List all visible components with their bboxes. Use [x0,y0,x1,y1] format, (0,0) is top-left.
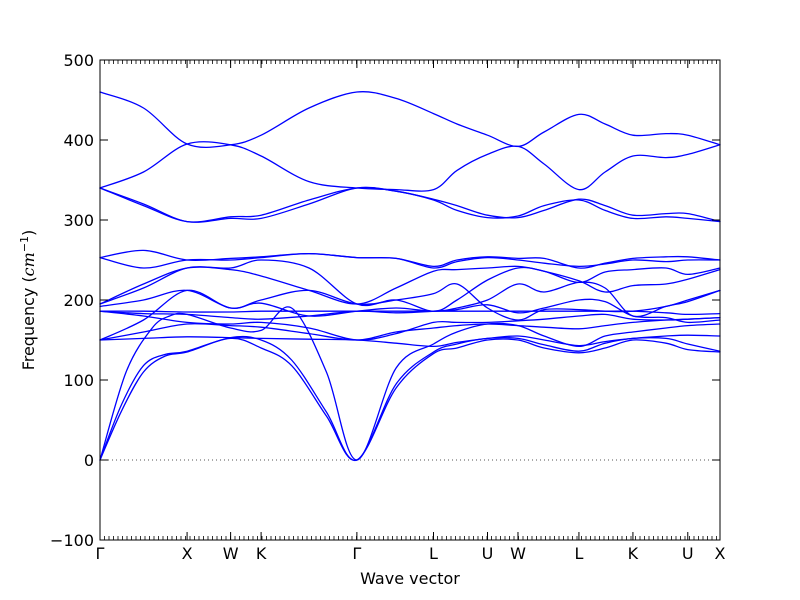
x-tick-label: W [223,544,239,563]
y-axis-label-unit: cm [19,252,38,276]
x-tick-label: K [628,544,639,563]
x-tick-label: X [715,544,726,563]
band-line-11 [99,265,721,305]
y-tick-label: −100 [50,531,94,550]
band-lines [99,91,721,461]
band-line-18 [99,91,721,148]
band-line-1 [99,337,721,461]
band-line-12 [99,259,721,312]
band-line-4 [99,334,721,348]
y-tick-label: 200 [63,291,94,310]
y-axis-label-main: Frequency ( [19,276,38,370]
band-line-10 [99,281,721,318]
x-axis-label: Wave vector [360,569,460,588]
x-tick-label: U [682,544,694,563]
x-tick-label: L [574,544,583,563]
y-axis-label-close: ) [19,230,38,236]
x-tick-label: W [510,544,526,563]
y-tick-label: 100 [63,371,94,390]
x-tick-label: X [182,544,193,563]
band-line-15 [99,186,721,223]
y-tick-label: 0 [84,451,94,470]
x-tick-label: K [256,544,267,563]
band-line-14 [99,249,721,269]
y-axis-label-exponent: −1 [18,236,31,252]
y-tick-label: 400 [63,131,94,150]
y-tick-label: 500 [63,51,94,70]
x-tick-label: L [429,544,438,563]
band-line-6 [99,310,721,341]
band-line-16 [99,186,721,223]
y-axis-label: Frequency (cm−1) [18,230,38,371]
y-axis-ticks: −100 0 100 200 300 400 500 [50,51,720,550]
band-line-13 [99,252,721,269]
y-tick-label: 300 [63,211,94,230]
x-tick-label: Γ [96,544,105,563]
band-line-5 [99,316,721,341]
x-tick-label: U [482,544,494,563]
x-tick-label: Γ [352,544,361,563]
